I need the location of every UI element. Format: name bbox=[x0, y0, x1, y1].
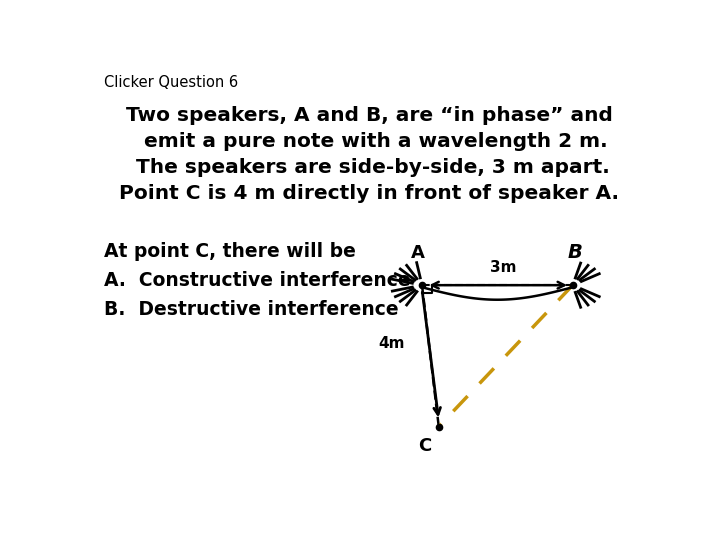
Text: Clicker Question 6: Clicker Question 6 bbox=[104, 75, 238, 90]
Text: 4m: 4m bbox=[378, 336, 405, 351]
Text: A.  Constructive interference: A. Constructive interference bbox=[104, 271, 410, 289]
Text: B.  Destructive interference: B. Destructive interference bbox=[104, 300, 399, 319]
Text: A: A bbox=[410, 244, 425, 262]
Text: C: C bbox=[418, 437, 431, 455]
Text: Two speakers, A and B, are “in phase” and
  emit a pure note with a wavelength 2: Two speakers, A and B, are “in phase” an… bbox=[119, 106, 619, 202]
Text: B: B bbox=[568, 244, 583, 262]
Text: At point C, there will be: At point C, there will be bbox=[104, 241, 356, 260]
Text: 3m: 3m bbox=[490, 260, 516, 275]
